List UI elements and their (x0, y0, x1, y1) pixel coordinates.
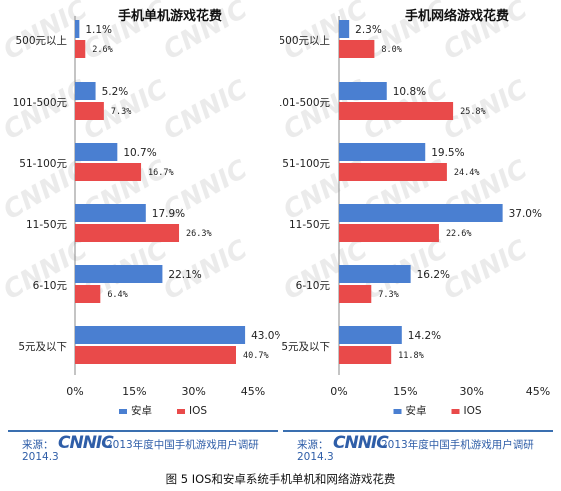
data-label-ios: 7.3% (111, 107, 131, 117)
bar-ios (339, 40, 375, 58)
data-label-android: 1.1% (85, 24, 112, 36)
category-label: 6-10元 (296, 280, 331, 292)
category-label: 5元及以下 (281, 341, 330, 353)
bar-android (339, 204, 503, 222)
data-label-ios: 11.8% (398, 351, 424, 361)
chart-title: 手机网络游戏花费 (405, 8, 509, 24)
cnnic-logo: CNNIC (333, 433, 389, 453)
data-label-android: 17.9% (152, 208, 185, 220)
data-label-android: 16.2% (417, 269, 450, 281)
category-label: 101-500元 (13, 97, 68, 109)
legend-label-android: 安卓 (406, 404, 427, 417)
legend-label-ios: IOS (189, 405, 207, 417)
bar-android (75, 20, 80, 38)
category-label: 11-50元 (289, 219, 331, 231)
watermark-text: CNNIC (159, 74, 253, 146)
category-label: 500元以上 (280, 35, 330, 47)
bar-android (75, 143, 118, 161)
category-label: 11-50元 (26, 219, 68, 231)
source-text: 2013年度中国手机游戏用户调研 (106, 439, 259, 451)
bar-android (339, 82, 387, 100)
source-date: 2014.3 (22, 451, 59, 463)
data-label-android: 43.0% (251, 330, 280, 342)
chart-panel-single-player: CNNIC CNNIC CNNIC CNNIC CNNIC CNNIC CNNIC CNNIC… (0, 0, 280, 465)
bar-android (339, 143, 426, 161)
bar-android (339, 20, 350, 38)
legend-swatch-android (119, 409, 127, 414)
legend-label-android: 安卓 (131, 404, 152, 417)
legend-label-ios: IOS (464, 405, 482, 417)
source-label: 来源： (22, 439, 54, 451)
legend-swatch-ios (177, 409, 185, 414)
data-label-ios: 8.0% (381, 45, 401, 55)
cnnic-logo: CNNIC (58, 433, 114, 453)
bar-android (339, 265, 411, 283)
data-label-android: 14.2% (408, 330, 441, 342)
bar-ios (339, 163, 447, 181)
bar-ios (75, 163, 142, 181)
bar-ios (75, 224, 180, 242)
bar-ios (339, 224, 439, 242)
category-label: 51-100元 (282, 158, 330, 170)
x-tick-label: 45% (526, 385, 550, 398)
data-label-android: 5.2% (102, 86, 129, 98)
x-tick-label: 15% (393, 385, 417, 398)
source-note-right: 来源： CNNIC 2013年度中国手机游戏用户调研 2014.3 (283, 430, 553, 463)
x-tick-label: 15% (122, 385, 146, 398)
watermark-text: CNNIC (439, 234, 533, 306)
x-tick-label: 30% (181, 385, 205, 398)
source-date: 2014.3 (297, 451, 334, 463)
bar-ios (339, 102, 454, 120)
bar-ios (339, 285, 372, 303)
source-label: 来源： (297, 439, 329, 451)
data-label-ios: 16.7% (148, 168, 174, 178)
data-label-android: 37.0% (509, 208, 542, 220)
bar-ios (339, 346, 392, 364)
data-label-ios: 40.7% (243, 351, 269, 361)
figure-caption: 图 5 IOS和安卓系统手机单机和网络游戏花费 (165, 472, 396, 486)
bar-android (75, 265, 163, 283)
legend-swatch-android (393, 409, 402, 414)
chart-panel-online: CNNIC CNNIC CNNIC CNNIC CNNIC CNNIC CNNIC CNNIC… (280, 0, 560, 465)
bar-ios (75, 102, 104, 120)
chart-title: 手机单机游戏花费 (118, 8, 222, 24)
bar-android (75, 326, 246, 344)
bar-ios (75, 346, 236, 364)
bar-android (75, 82, 96, 100)
data-label-android: 10.7% (123, 147, 156, 159)
source-text: 2013年度中国手机游戏用户调研 (381, 439, 534, 451)
bar-android (339, 326, 402, 344)
bar-ios (75, 285, 101, 303)
category-label: 5元及以下 (18, 341, 67, 353)
category-label: 500元以上 (15, 35, 67, 47)
data-label-ios: 25.8% (460, 107, 486, 117)
category-label: 101-500元 (280, 97, 330, 109)
chart-single-player: CNNICCNNICCNNICCNNICCNNICCNNICCNNICCNNIC… (0, 0, 280, 417)
data-label-android: 10.8% (393, 86, 426, 98)
source-note-left: 来源： CNNIC 2013年度中国手机游戏用户调研 2014.3 (8, 430, 278, 463)
data-label-ios: 22.6% (446, 229, 472, 239)
data-label-ios: 7.3% (378, 290, 398, 300)
data-label-ios: 26.3% (186, 229, 212, 239)
data-label-android: 19.5% (431, 147, 464, 159)
bar-ios (75, 40, 86, 58)
x-tick-label: 30% (459, 385, 483, 398)
legend-swatch-ios (451, 409, 460, 414)
data-label-android: 2.3% (355, 24, 382, 36)
x-tick-label: 0% (330, 385, 347, 398)
data-label-ios: 2.6% (92, 45, 112, 55)
x-tick-label: 0% (66, 385, 83, 398)
category-label: 51-100元 (19, 158, 67, 170)
category-label: 6-10元 (33, 280, 68, 292)
data-label-android: 22.1% (168, 269, 201, 281)
x-tick-label: 45% (241, 385, 265, 398)
bar-android (75, 204, 146, 222)
data-label-ios: 6.4% (107, 290, 127, 300)
data-label-ios: 24.4% (454, 168, 480, 178)
